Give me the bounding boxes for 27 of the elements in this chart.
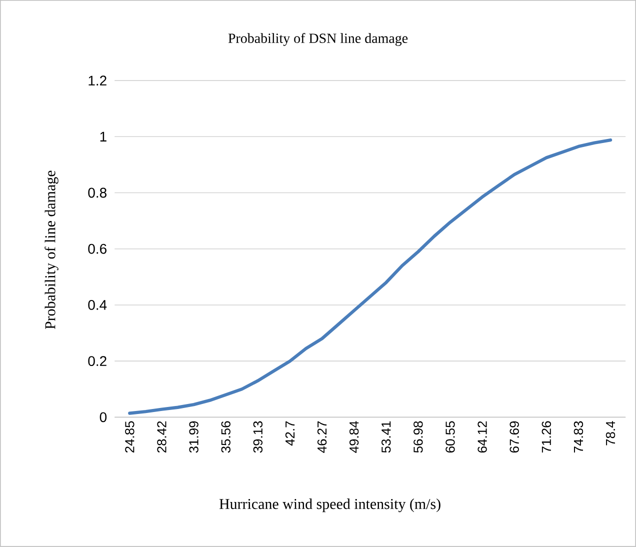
y-tick-label: 0: [100, 412, 107, 422]
y-tick-label: 1.2: [88, 76, 106, 86]
y-tick-label: 1: [100, 132, 106, 142]
x-tick-label: 24.85: [125, 421, 134, 453]
y-tick-label: 0.4: [88, 300, 107, 310]
x-tick-label: 78.4: [606, 421, 616, 446]
x-tick-label: 35.56: [221, 421, 230, 453]
line-series: [128, 138, 612, 415]
x-tick-label: 53.41: [382, 421, 391, 453]
y-tick-label: 0.8: [88, 188, 106, 198]
y-tick-label: 0.2: [88, 356, 106, 366]
chart-title: Probability of DSN line damage: [228, 33, 408, 46]
x-tick-label: 56.98: [414, 421, 423, 453]
x-tick-label: 31.99: [189, 421, 198, 453]
x-tick-label: 67.69: [510, 421, 519, 453]
x-tick-label: 39.13: [253, 421, 262, 453]
x-tick-label: 60.55: [446, 421, 455, 453]
y-tick-label: 0.6: [88, 244, 106, 254]
y-axis-title: Probability of line damage: [44, 170, 58, 330]
x-tick-label: 46.27: [317, 421, 327, 453]
x-tick-label: 74.83: [574, 421, 584, 453]
x-tick-label: 71.26: [542, 421, 551, 453]
x-axis-title: Hurricane wind speed intensity (m/s): [219, 498, 440, 512]
x-tick-label: 64.12: [478, 421, 487, 453]
x-tick-label: 49.84: [349, 421, 359, 453]
x-tick-label: 28.42: [157, 421, 166, 453]
x-tick-label: 42.7: [285, 421, 294, 446]
